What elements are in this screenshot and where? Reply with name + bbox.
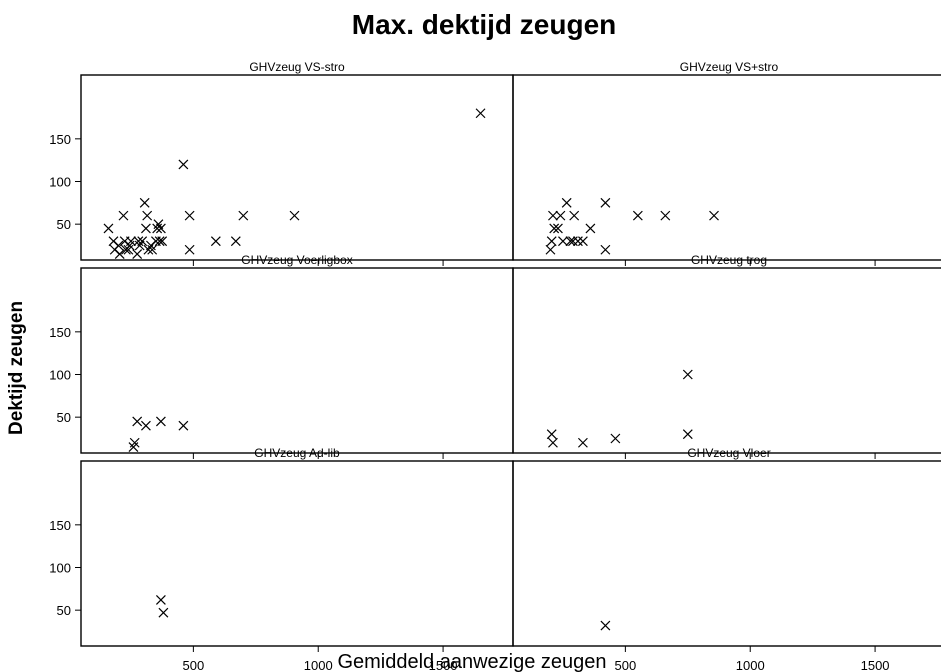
- data-point: [577, 236, 588, 247]
- data-point: [565, 236, 576, 247]
- data-point: [126, 236, 136, 247]
- y-tick-label: 50: [57, 217, 71, 232]
- panel-strip-label: GHVzeug trog: [691, 253, 767, 267]
- panel-strip-label: GHVzeug Vloer: [687, 446, 770, 460]
- panels-group: GHVzeug VS-stro 50 100 150 GHVzeug VS+stro GH…: [49, 60, 941, 672]
- data-point: [155, 223, 166, 234]
- data-point: [178, 159, 189, 170]
- data-point: [230, 236, 241, 247]
- panel-frame: [512, 267, 941, 454]
- data-point: [600, 620, 611, 631]
- x-tick-label: 1500: [429, 658, 458, 672]
- data-point: [660, 210, 671, 221]
- panel-strip-label: GHVzeug VS+stro: [680, 60, 779, 74]
- data-point: [142, 210, 153, 221]
- data-point: [155, 416, 166, 427]
- x-tick-label: 500: [183, 658, 205, 672]
- data-point: [600, 197, 611, 208]
- data-point: [137, 236, 148, 247]
- y-tick-label: 100: [49, 368, 71, 383]
- data-point: [139, 197, 150, 208]
- y-tick-label: 150: [49, 132, 71, 147]
- data-point: [573, 236, 583, 247]
- data-point: [113, 240, 124, 251]
- data-point: [178, 420, 189, 431]
- panel-1: GHVzeug VS-stro 50 100 150: [49, 60, 514, 266]
- panel-strip-label: GHVzeug VS-stro: [249, 60, 345, 74]
- data-point: [569, 210, 580, 221]
- data-point: [158, 607, 169, 618]
- data-point: [141, 223, 151, 234]
- data-point: [154, 236, 165, 247]
- data-point: [585, 223, 596, 234]
- data-point: [558, 236, 568, 247]
- panel-frame: [512, 460, 941, 647]
- panel-frame: [80, 460, 514, 647]
- chart-title: Max. dektijd zeugen: [352, 9, 617, 40]
- data-point: [548, 210, 558, 221]
- y-tick-label: 50: [57, 410, 71, 425]
- data-point: [546, 236, 557, 247]
- y-axis-label: Dektijd zeugen: [6, 301, 27, 435]
- x-tick-label: 1000: [304, 658, 333, 672]
- panel-6: GHVzeug Vloer 500 1000 1500: [512, 446, 941, 672]
- panel-strip-label: GHVzeug Voerligbox: [241, 253, 352, 267]
- panel-5: GHVzeug Ad-lib 50 100 150 500 1000 1500: [49, 446, 514, 672]
- data-point: [548, 437, 558, 448]
- data-point: [210, 236, 221, 247]
- data-point: [155, 594, 166, 605]
- panel-4: GHVzeug trog: [512, 253, 941, 459]
- panel-frame: [512, 74, 941, 261]
- y-tick-label: 100: [49, 561, 71, 576]
- y-tick-label: 50: [57, 603, 71, 618]
- data-point: [184, 210, 195, 221]
- data-point: [141, 420, 151, 431]
- panel-frame: [80, 74, 514, 261]
- data-point: [147, 244, 158, 255]
- panel-strip-label: GHVzeug Ad-lib: [254, 446, 340, 460]
- y-tick-label: 150: [49, 325, 71, 340]
- data-point: [682, 429, 693, 440]
- data-point: [157, 236, 168, 247]
- data-point: [709, 210, 719, 221]
- data-point: [114, 249, 125, 259]
- data-point: [561, 197, 572, 208]
- data-point: [546, 429, 557, 440]
- data-point: [577, 437, 588, 448]
- data-point: [238, 210, 249, 221]
- y-tick-label: 150: [49, 518, 71, 533]
- data-point: [549, 223, 560, 234]
- data-point: [132, 416, 143, 427]
- data-point: [129, 437, 140, 448]
- data-point: [118, 210, 129, 221]
- data-point: [103, 223, 114, 234]
- data-point: [600, 244, 611, 255]
- data-point: [132, 249, 143, 259]
- x-tick-label: 1000: [736, 658, 765, 672]
- data-point: [555, 210, 566, 221]
- data-point: [632, 210, 643, 221]
- data-point: [553, 223, 563, 234]
- data-point: [610, 433, 621, 444]
- data-point: [289, 210, 300, 221]
- panel-3: GHVzeug Voerligbox 50 100 150: [49, 253, 514, 459]
- x-tick-label: 1500: [861, 658, 890, 672]
- x-tick-label: 500: [615, 658, 637, 672]
- data-point: [184, 244, 195, 255]
- data-point: [568, 236, 578, 247]
- y-tick-label: 100: [49, 175, 71, 190]
- data-point: [475, 108, 486, 119]
- x-axis-label: Gemiddeld aanwezige zeugen: [337, 651, 606, 672]
- panel-2: GHVzeug VS+stro: [512, 60, 941, 266]
- data-point: [682, 369, 693, 380]
- data-point: [545, 244, 556, 255]
